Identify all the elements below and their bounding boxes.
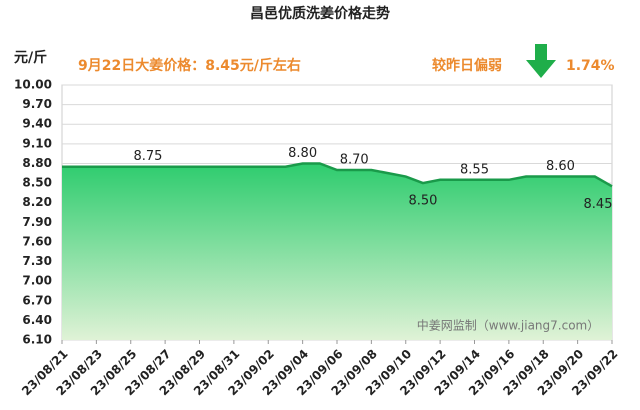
y-tick-label: 7.90 [22,215,52,229]
y-tick-label: 8.80 [22,156,52,170]
y-tick-label: 8.20 [22,195,52,209]
y-tick-label: 8.50 [22,176,52,190]
value-label: 8.70 [340,153,369,168]
value-label: 8.55 [460,162,489,177]
y-tick-label: 6.40 [22,313,52,327]
y-tick-label: 7.30 [22,254,52,268]
price-line [62,162,613,188]
y-tick-label: 9.10 [22,136,52,150]
y-tick-label: 9.70 [22,97,52,111]
value-label: 8.60 [546,159,575,174]
chart-title: 昌邑优质洗姜价格走势 [250,5,390,22]
headline: 9月22日大姜价格：8.45元/斤左右 [78,57,301,74]
y-tick-label: 6.70 [22,293,52,307]
value-label: 8.80 [288,146,317,161]
value-label: 8.75 [133,149,162,164]
down-arrow [526,44,556,78]
change-value: 1.74% [566,58,615,74]
y-tick-label: 7.00 [22,274,52,288]
change-text: 较昨日偏弱 [432,57,502,74]
area-fill [62,163,612,340]
y-tick-label: 6.10 [22,333,52,347]
y-tick-label: 7.60 [22,234,52,248]
y-axis-label: 元/斤 [14,49,47,66]
value-label: 8.45 [584,197,613,212]
y-tick-label: 10.00 [14,78,52,92]
y-tick-label: 9.40 [22,117,52,131]
watermark: 中姜网监制（www.jiang7.com） [417,318,599,333]
value-label: 8.50 [408,194,437,209]
